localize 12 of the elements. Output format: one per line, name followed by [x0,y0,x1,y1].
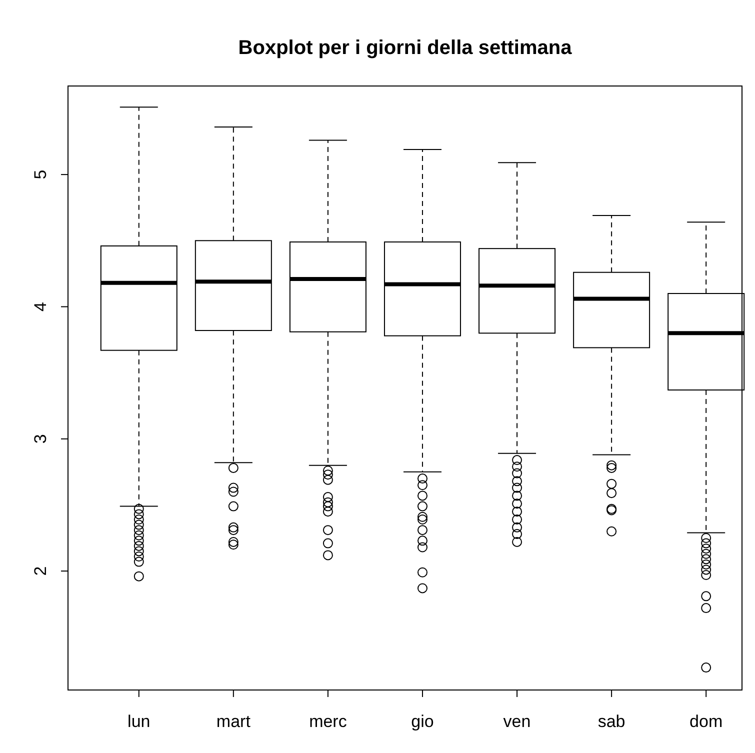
x-tick-label: lun [128,712,150,731]
x-tick-label: sab [598,712,626,731]
chart-title: Boxplot per i giorni della settimana [238,37,573,59]
x-tick-label: ven [503,712,531,731]
x-tick-label: merc [309,712,348,731]
x-tick-label: mart [216,712,251,731]
x-tick-label: gio [411,712,434,731]
y-tick-label: 5 [31,170,50,180]
y-tick-label: 2 [31,566,50,576]
y-tick-label: 4 [31,302,50,312]
x-tick-label: dom [690,712,723,731]
y-tick-label: 3 [31,434,50,444]
